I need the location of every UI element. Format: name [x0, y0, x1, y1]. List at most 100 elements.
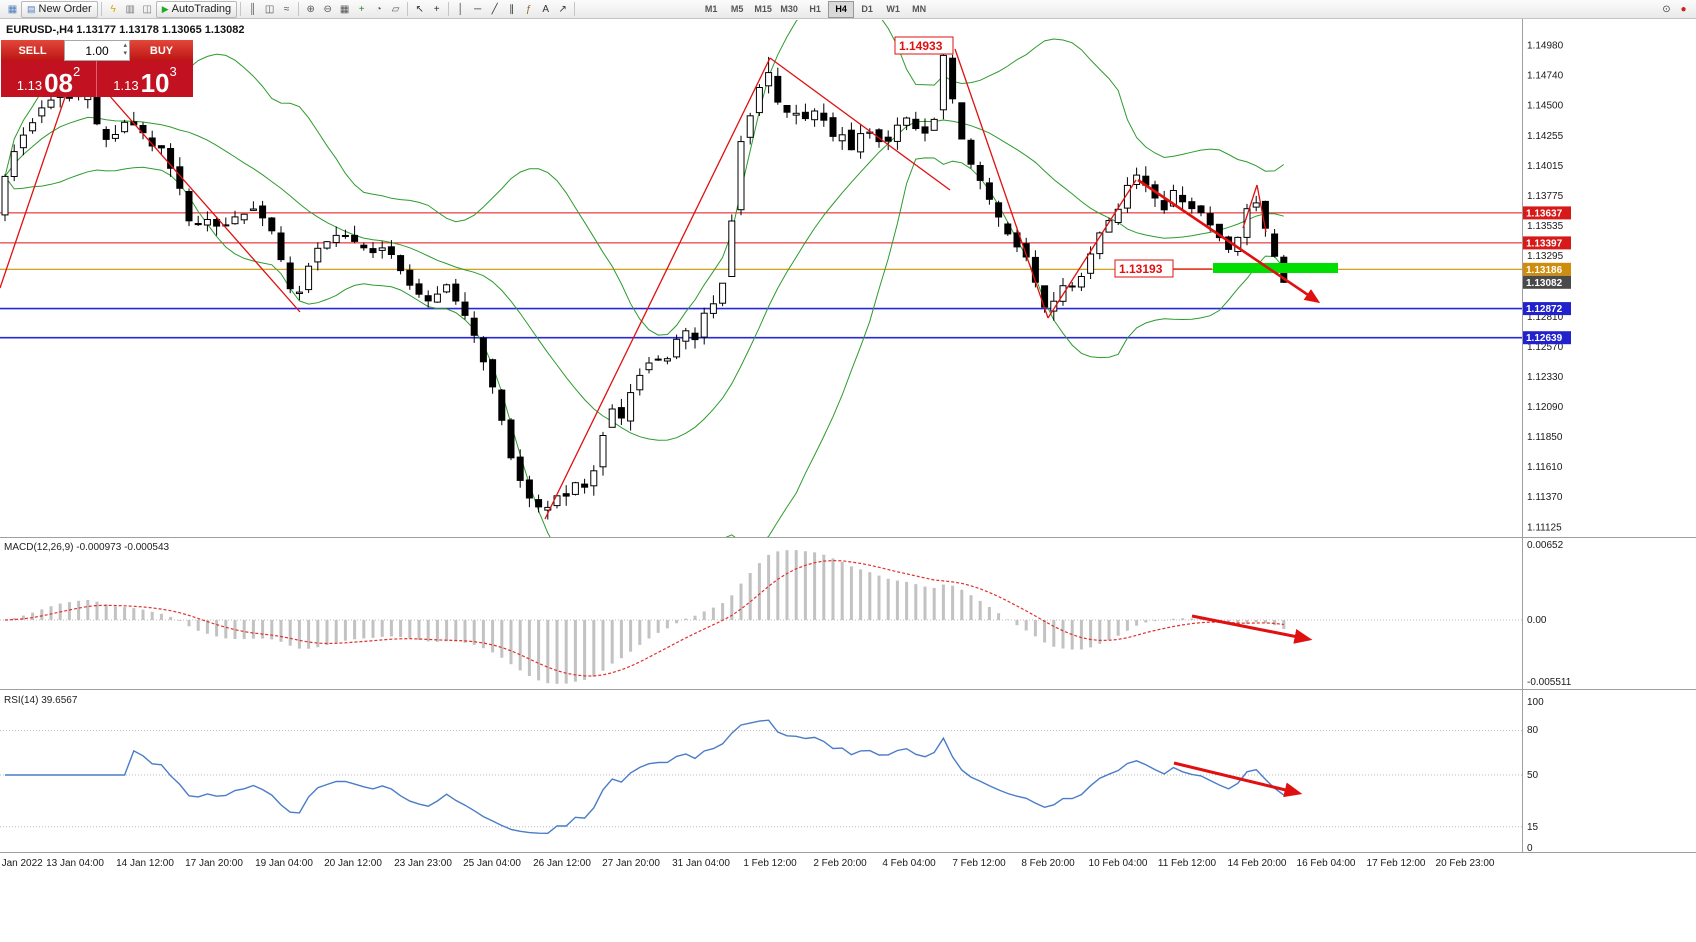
candle-body — [893, 124, 901, 142]
candle-body — [167, 148, 175, 169]
time-axis-label: 1 Feb 12:00 — [743, 858, 797, 869]
toolbar-separator — [298, 2, 300, 16]
annotation-high-price[interactable]: 1.14933 — [894, 36, 954, 55]
candle-body — [590, 470, 598, 487]
trendline-icon[interactable]: ╱ — [491, 3, 498, 15]
arrows-icon[interactable]: ↗ — [558, 3, 567, 15]
lot-size-input[interactable]: 1.00 ▴ ▾ — [64, 40, 130, 61]
zoom-in-icon[interactable]: ⊕ — [306, 3, 315, 15]
new-chart-icon[interactable]: ▦ — [7, 3, 18, 15]
annotation-support-price[interactable]: 1.13193 — [1114, 259, 1174, 278]
candle-body — [571, 482, 579, 495]
rsi-axis-label: 15 — [1527, 822, 1539, 833]
trend-arrow[interactable] — [1137, 178, 1321, 304]
autotrading-play-icon: ▶ — [161, 3, 169, 14]
rsi-axis-label: 50 — [1527, 770, 1539, 781]
timeframe-m5-button[interactable]: M5 — [730, 4, 744, 14]
candle-body — [581, 483, 589, 488]
price-axis[interactable]: 1.14980 1.14740 1.14500 1.14255 1.14015 1.137… — [0, 19, 1696, 854]
cursor-icon[interactable]: ↖ — [415, 3, 424, 15]
zoom-out-icon[interactable]: ⊖ — [323, 3, 332, 15]
candle-body — [1068, 285, 1076, 288]
navigator-icon[interactable]: ◫ — [142, 3, 152, 15]
timeframe-w1-button[interactable]: W1 — [886, 4, 900, 14]
trendline[interactable] — [107, 93, 301, 313]
vertical-line-icon[interactable]: │ — [457, 3, 464, 15]
lot-size-value: 1.00 — [85, 43, 109, 58]
sell-button[interactable]: SELL — [1, 40, 64, 61]
trendline[interactable] — [1242, 184, 1258, 229]
bar-chart-icon[interactable]: ║ — [249, 3, 257, 15]
time-axis-label: 14 Feb 20:00 — [1228, 858, 1287, 869]
trendline[interactable] — [0, 61, 78, 289]
buy-price-big: 10 — [140, 67, 170, 98]
line-chart-icon[interactable]: ≈ — [283, 3, 290, 15]
candle-body — [461, 301, 469, 316]
timeframe-h4-button[interactable]: H4 — [828, 0, 855, 18]
fibonacci-icon[interactable]: ƒ — [525, 3, 532, 15]
timeframe-m30-button[interactable]: M30 — [780, 4, 798, 14]
candle-body — [240, 213, 248, 221]
trendline[interactable] — [769, 57, 951, 191]
buy-price-display[interactable]: 1.13 10 3 — [97, 61, 193, 97]
timeframe-h1-button[interactable]: H1 — [809, 4, 821, 14]
equidistant-channel-icon[interactable]: ∥ — [509, 3, 515, 15]
bollinger-bands-layer — [4, 20, 1285, 537]
candle-body — [985, 182, 993, 200]
horizontal-line-icon[interactable]: ─ — [474, 3, 482, 15]
candle-body — [958, 102, 966, 140]
candle-body — [111, 134, 119, 139]
candle-body — [903, 117, 911, 126]
alert-icon[interactable]: ● — [1680, 3, 1687, 15]
time-axis-label: 8 Feb 20:00 — [1021, 858, 1075, 869]
autotrading-button[interactable]: ▶ AutoTrading — [155, 0, 238, 18]
timeframe-d1-button[interactable]: D1 — [861, 4, 873, 14]
candle-body — [157, 145, 165, 149]
candle-body — [305, 265, 313, 291]
trend-arrow[interactable] — [1173, 761, 1303, 798]
bollinger-middle-band — [4, 116, 1284, 441]
trendline[interactable] — [1256, 184, 1267, 233]
market-watch-icon[interactable]: ▥ — [125, 3, 135, 15]
candle-body — [222, 224, 230, 227]
timeframe-mn-button[interactable]: MN — [912, 4, 927, 14]
candle-body — [479, 337, 487, 363]
candle-body — [369, 248, 377, 254]
trendline[interactable] — [544, 57, 771, 520]
search-icon[interactable]: ⊙ — [1662, 3, 1671, 15]
price-level-label: 1.13637 — [1526, 208, 1563, 219]
text-label-icon[interactable]: A — [542, 3, 549, 15]
tile-windows-icon[interactable]: ▦ — [339, 3, 350, 15]
highlight-zone[interactable] — [1213, 263, 1338, 273]
lot-decrease-button[interactable]: ▾ — [123, 50, 127, 58]
time-axis-label: 17 Feb 12:00 — [1367, 858, 1426, 869]
candle-body — [829, 117, 837, 137]
buy-button[interactable]: BUY — [130, 40, 193, 61]
lot-increase-button[interactable]: ▴ — [123, 42, 127, 49]
sell-price-display[interactable]: 1.13 08 2 — [1, 61, 97, 97]
candle-body — [682, 330, 690, 342]
crosshair-icon[interactable]: + — [433, 3, 440, 15]
candle-body — [1160, 200, 1168, 211]
candle-body — [783, 105, 791, 113]
trend-arrow[interactable] — [1191, 614, 1313, 644]
profiles-icon[interactable]: ϟ — [110, 3, 116, 15]
period-icon[interactable]: ◔ — [375, 3, 382, 15]
new-order-button[interactable]: ▤ New Order — [21, 0, 98, 18]
timeframe-m1-button[interactable]: M1 — [704, 4, 718, 14]
trendline[interactable] — [954, 48, 1049, 319]
candlestick-chart-icon[interactable]: ◫ — [264, 3, 275, 15]
candle-body — [921, 126, 929, 134]
templates-icon[interactable]: ▱ — [391, 3, 400, 15]
timeframe-m15-button[interactable]: M15 — [754, 4, 772, 14]
price-tick-label: 1.12330 — [1527, 372, 1564, 383]
candle-body — [47, 99, 55, 108]
indicators-icon[interactable]: + — [358, 3, 365, 15]
candle-body — [1087, 253, 1095, 274]
macd-panel — [0, 550, 1522, 684]
rsi-axis-label: 80 — [1527, 725, 1539, 736]
trendline[interactable] — [1047, 179, 1137, 319]
candle-body — [378, 247, 386, 251]
